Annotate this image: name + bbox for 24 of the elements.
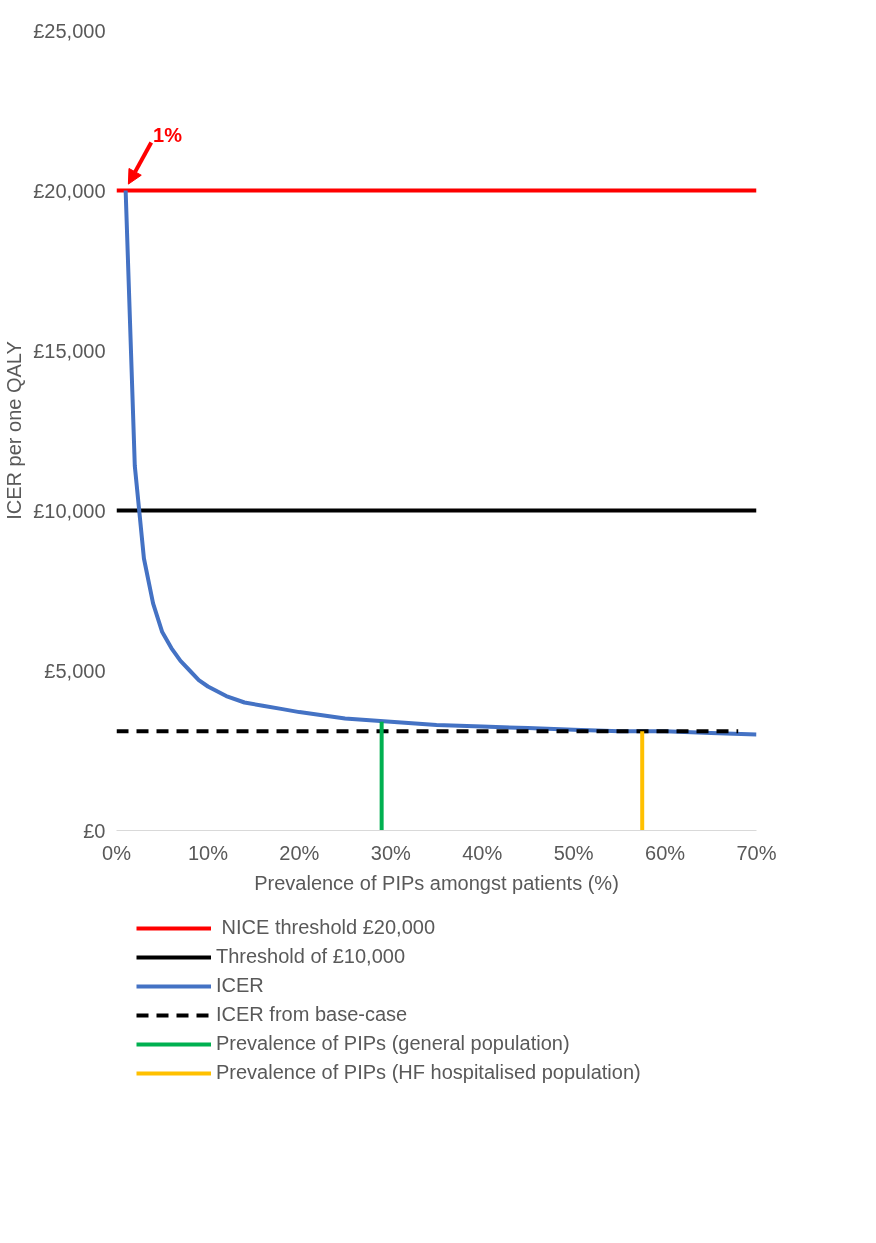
legend-label: ICER from base-case [216, 1003, 408, 1026]
legend-label: Prevalence of PIPs (HF hospitalised population) [216, 1061, 641, 1084]
x-tick-label: 30% [370, 841, 412, 864]
x-tick-label: 40% [462, 841, 503, 864]
legend-label: NICE threshold £20,000 [220, 916, 436, 939]
y-tick-label: £20,000 [33, 179, 106, 202]
y-tick-label: £10,000 [33, 499, 106, 522]
legend-label: ICER [216, 974, 264, 997]
x-axis-title: Prevalence of PIPs amongst patients (%) [254, 871, 619, 894]
legend-label: Prevalence of PIPs (general population) [216, 1032, 570, 1055]
x-tick-label: 10% [187, 841, 229, 864]
y-tick-label: £0 [83, 819, 106, 842]
x-tick-label: 0% [102, 841, 132, 864]
x-tick-label: 20% [279, 841, 320, 864]
line-series [123, 188, 757, 737]
x-tick-label: 60% [645, 841, 686, 864]
x-tick-label: 50% [553, 841, 594, 864]
legend-label: Threshold of £10,000 [216, 945, 406, 968]
annotation: 1% [153, 123, 183, 146]
y-axis-title: ICER per one QALY [3, 341, 26, 520]
y-tick-label: £5,000 [44, 659, 106, 682]
y-tick-label: £15,000 [33, 339, 106, 362]
y-tick-label: £25,000 [33, 19, 106, 42]
x-tick-label: 70% [736, 841, 777, 864]
